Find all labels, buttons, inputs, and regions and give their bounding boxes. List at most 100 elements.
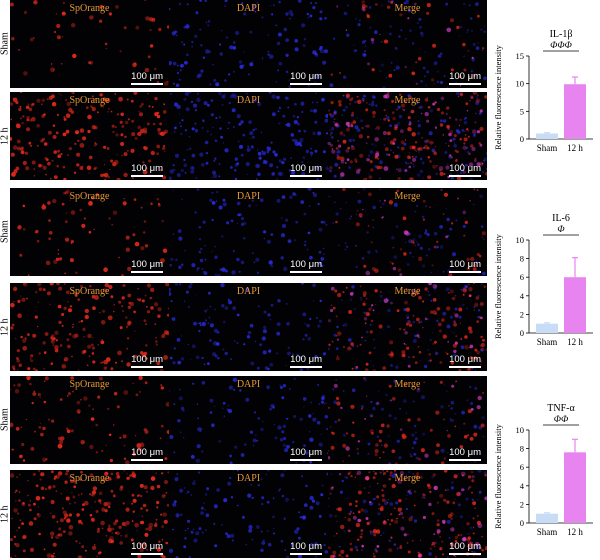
dapi-panel: DAPI 100 μm: [169, 283, 328, 371]
dapi-panel: DAPI 100 μm: [169, 92, 328, 180]
y-axis-label: Relative fluorescence intensity: [493, 44, 503, 150]
merge-panel: Merge 100 μm: [328, 283, 487, 371]
merge-panel: Merge 100 μm: [328, 470, 487, 558]
significance-label: ΦΦ: [554, 415, 568, 425]
y-tick-label: 8: [520, 444, 524, 454]
chart-title: TNF-α: [547, 403, 575, 414]
y-axis-label: Relative fluorescence intensity: [493, 423, 503, 529]
significance-label: Φ: [557, 225, 564, 235]
x-tick-label: 12 h: [567, 337, 583, 347]
scale-bar: 100 μm: [131, 71, 163, 85]
bar: [536, 323, 558, 333]
bar: [536, 133, 558, 139]
row-label-12h: 12 h: [0, 505, 11, 523]
fluorescence-image: [17, 189, 168, 276]
y-tick-label: 6: [520, 272, 524, 282]
spo-panel: SpOrange 100 μm: [10, 0, 169, 88]
panel-title: Merge: [394, 95, 421, 106]
panel-title: DAPI: [236, 286, 261, 297]
fluorescence-image: [328, 377, 485, 464]
y-tick-label: 15: [516, 51, 525, 61]
scale-bar: 100 μm: [290, 71, 322, 85]
y-tick-label: 8: [520, 254, 524, 264]
row-label-sham: Sham: [0, 408, 11, 432]
bar: [536, 513, 558, 523]
panel-title: SpOrange: [69, 95, 110, 106]
panel-title: SpOrange: [69, 286, 110, 297]
scale-bar: 100 μm: [131, 447, 163, 461]
scale-bar: 100 μm: [449, 447, 481, 461]
panel-title: SpOrange: [69, 473, 110, 484]
fluorescence-image: [10, 0, 169, 86]
x-tick-label: 12 h: [567, 143, 583, 153]
bar: [564, 84, 586, 139]
spo-panel: SpOrange 100 μm: [10, 283, 169, 371]
fluorescence-image: [169, 92, 328, 180]
significance-label: ΦΦΦ: [550, 41, 572, 51]
x-tick-label: Sham: [537, 337, 558, 347]
scale-bar: 100 μm: [131, 163, 163, 177]
panel-title: SpOrange: [69, 191, 110, 202]
fluorescence-image: [328, 92, 487, 180]
bar-chart-tnfa: TNF-α ΦΦ 0 2 4 6 8 10 Relative fluorescence inte…: [491, 402, 600, 547]
bar: [564, 277, 586, 333]
panel-title: DAPI: [236, 95, 261, 106]
y-tick-label: 6: [520, 462, 524, 472]
y-tick-label: 5: [520, 106, 524, 116]
scale-bar: 100 μm: [290, 447, 322, 461]
scale-bar: 100 μm: [449, 163, 481, 177]
x-tick-label: Sham: [537, 527, 558, 537]
merge-panel: Merge 100 μm: [328, 376, 487, 464]
row-label-sham: Sham: [0, 220, 11, 244]
y-axis-label: Relative fluorescence intensity: [493, 233, 503, 339]
y-tick-label: 0: [520, 518, 524, 528]
scale-bar: 100 μm: [131, 259, 163, 273]
panel-title: DAPI: [236, 473, 261, 484]
merge-panel: Merge 100 μm: [328, 92, 487, 180]
scale-bar: 100 μm: [131, 354, 163, 368]
panel-title: Merge: [394, 286, 421, 297]
fluorescence-image: [328, 470, 487, 558]
y-tick-label: 0: [520, 134, 524, 144]
dapi-panel: DAPI 100 μm: [169, 470, 328, 558]
fluorescence-image: [328, 283, 487, 371]
bar: [564, 452, 586, 523]
scale-bar: 100 μm: [290, 541, 322, 555]
fluorescence-image: [10, 283, 169, 371]
fluorescence-image: [169, 377, 328, 464]
row-label-sham: Sham: [0, 32, 11, 56]
spo-panel: SpOrange 100 μm: [10, 92, 169, 180]
fluorescence-image: [10, 92, 168, 180]
x-tick-label: 12 h: [567, 527, 583, 537]
spo-panel: SpOrange 100 μm: [10, 470, 169, 558]
fluorescence-image: [169, 283, 327, 371]
scale-bar: 100 μm: [290, 259, 322, 273]
y-tick-label: 0: [520, 328, 524, 338]
panel-title: DAPI: [236, 379, 261, 390]
scale-bar: 100 μm: [290, 354, 322, 368]
panel-title: DAPI: [236, 3, 261, 14]
dapi-panel: DAPI 100 μm: [169, 376, 328, 464]
chart-title: IL-1β: [550, 29, 573, 40]
fluorescence-image: [10, 470, 169, 558]
scale-bar: 100 μm: [449, 259, 481, 273]
fluorescence-image: [169, 470, 328, 558]
x-tick-label: Sham: [537, 143, 558, 153]
fluorescence-image: [169, 188, 328, 276]
scale-bar: 100 μm: [449, 71, 481, 85]
merge-panel: Merge 100 μm: [328, 0, 487, 88]
panel-title: DAPI: [236, 191, 261, 202]
row-label-12h: 12 h: [0, 127, 11, 145]
panel-title: Merge: [394, 379, 421, 390]
row-label-12h: 12 h: [0, 318, 11, 336]
fluorescence-image: [169, 0, 328, 88]
bar-chart-il1b: IL-1β ΦΦΦ 0 5 10 15 Relative fluorescence inte…: [491, 28, 600, 163]
scale-bar: 100 μm: [290, 163, 322, 177]
fluorescence-image: [10, 376, 169, 464]
y-tick-label: 10: [516, 425, 525, 435]
spo-panel: SpOrange 100 μm: [10, 376, 169, 464]
panel-title: SpOrange: [69, 3, 110, 14]
scale-bar: 100 μm: [449, 354, 481, 368]
panel-title: Merge: [394, 3, 421, 14]
y-tick-label: 10: [516, 235, 525, 245]
